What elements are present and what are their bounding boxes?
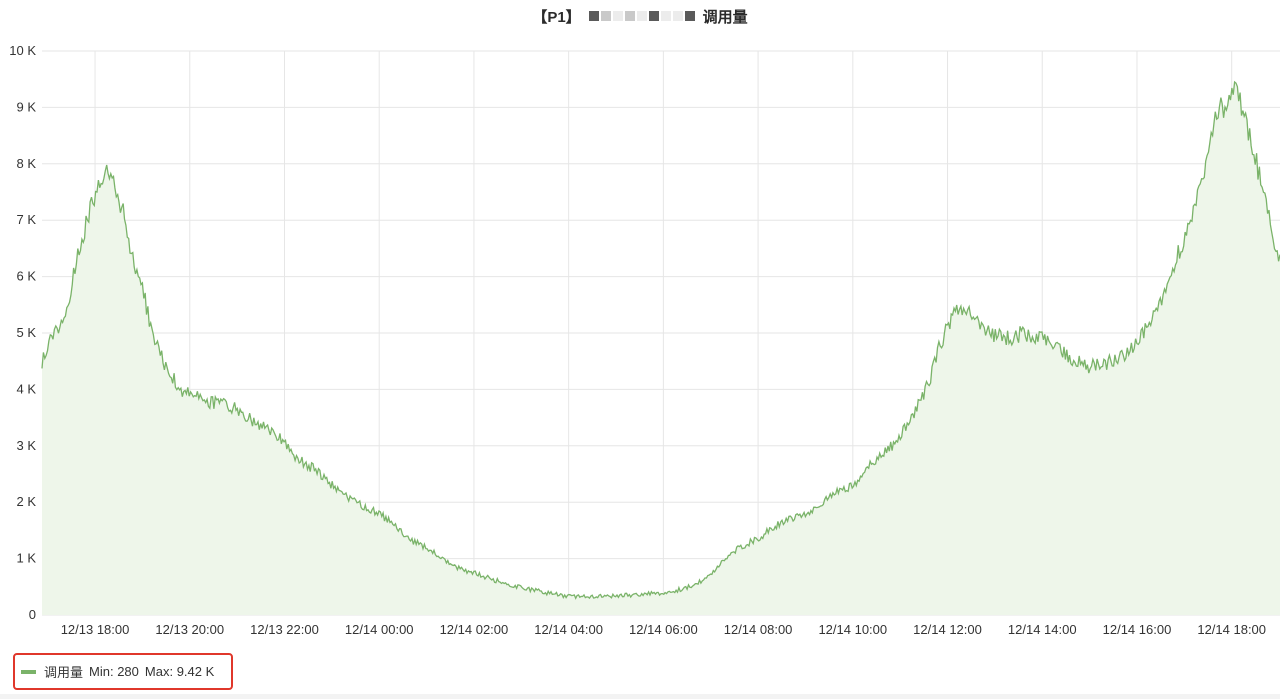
- x-tick-label: 12/14 10:00: [818, 622, 887, 637]
- legend-max-value: 9.42 K: [176, 664, 215, 679]
- x-tick-label: 12/13 22:00: [250, 622, 319, 637]
- legend-series-name[interactable]: 调用量: [44, 665, 84, 680]
- legend-swatch: [21, 669, 36, 674]
- redacted-text-block: [588, 11, 695, 21]
- x-tick-label: 12/14 04:00: [534, 622, 603, 637]
- x-tick-label: 12/14 02:00: [440, 622, 509, 637]
- legend-max-label: Max:: [144, 664, 174, 679]
- x-axis-ticks: 12/13 18:00 12/13 20:00 12/13 22:00 12/14 0…: [61, 622, 1266, 637]
- y-tick-label: 2 K: [16, 494, 36, 509]
- series-line[interactable]: [41, 80, 1280, 600]
- x-tick-label: 12/13 18:00: [61, 622, 130, 637]
- y-tick-label: 10 K: [9, 43, 36, 58]
- x-tick-label: 12/13 20:00: [155, 622, 224, 637]
- y-axis-ticks: 0 1 K 2 K 3 K 4 K 5 K 6 K 7 K 8 K 9 K 10 K: [9, 43, 36, 622]
- chart-title-prefix: 【P1】: [532, 8, 581, 26]
- legend-min-label: Min:: [89, 664, 114, 679]
- x-tick-label: 12/14 00:00: [345, 622, 414, 637]
- chart-title: 【P1】 调用量: [0, 4, 1280, 28]
- x-tick-label: 12/14 16:00: [1103, 622, 1172, 637]
- y-tick-label: 1 K: [16, 551, 36, 566]
- x-tick-label: 12/14 14:00: [1008, 622, 1077, 637]
- legend-min-value: 280: [117, 664, 139, 679]
- bottom-scrollbar-track: [0, 694, 1280, 699]
- x-tick-label: 12/14 12:00: [913, 622, 982, 637]
- y-tick-label: 6 K: [16, 269, 36, 284]
- legend[interactable]: 调用量 Min: 280 Max: 9.42 K: [13, 653, 233, 690]
- x-tick-label: 12/14 18:00: [1197, 622, 1266, 637]
- x-tick-label: 12/14 08:00: [724, 622, 793, 637]
- y-tick-label: 5 K: [16, 325, 36, 340]
- y-tick-label: 7 K: [16, 212, 36, 227]
- y-tick-label: 9 K: [16, 99, 36, 114]
- x-tick-label: 12/14 06:00: [629, 622, 698, 637]
- y-tick-label: 4 K: [16, 381, 36, 396]
- y-tick-label: 0: [29, 607, 36, 622]
- y-tick-label: 3 K: [16, 438, 36, 453]
- chart-title-suffix: 调用量: [702, 8, 748, 26]
- y-tick-label: 8 K: [16, 156, 36, 171]
- series-area-fill: [42, 82, 1280, 615]
